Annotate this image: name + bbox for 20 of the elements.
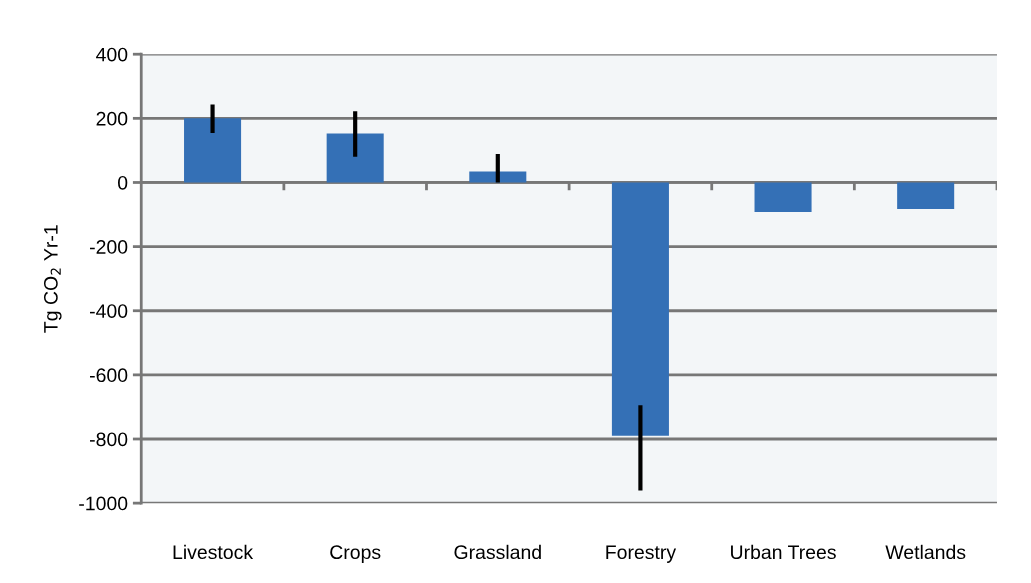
y-tick-label: -400 — [90, 304, 128, 318]
y-tick-label: -200 — [90, 240, 128, 254]
bar — [184, 118, 242, 183]
x-tick-label: Wetlands — [885, 544, 966, 560]
x-tick-label: Forestry — [606, 545, 677, 563]
x-tick-label: Livestock — [173, 544, 254, 560]
y-tick-label: -1000 — [79, 496, 128, 511]
x-tick-label: Urban Trees — [731, 544, 836, 560]
y-tick-label: 0 — [118, 175, 128, 190]
bar — [754, 182, 812, 212]
bar — [611, 182, 669, 436]
y-tick-label: 200 — [96, 111, 128, 126]
y-tick-label: -600 — [90, 368, 128, 383]
x-tick-label: Grassland — [454, 544, 541, 560]
x-tick-label: Crops — [330, 545, 381, 563]
y-tick-label: -800 — [90, 432, 128, 447]
bar — [326, 133, 384, 183]
y-tick-label: 400 — [96, 47, 128, 62]
bar — [897, 182, 955, 210]
y-axis-title: Tg CO$_{2}$ Yr-1 — [43, 225, 62, 333]
